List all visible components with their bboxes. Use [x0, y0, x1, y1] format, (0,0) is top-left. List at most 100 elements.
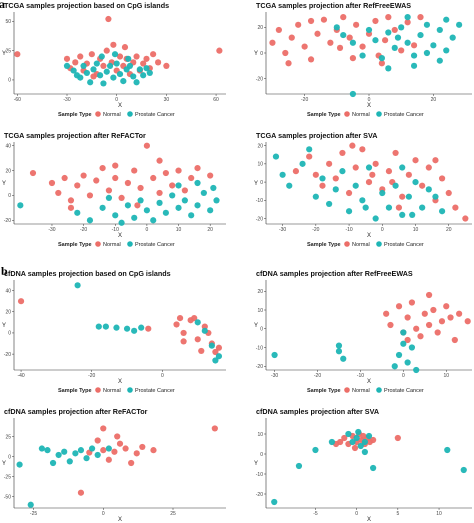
- x-axis-label: X: [118, 103, 122, 109]
- data-point: [97, 72, 104, 79]
- data-point: [340, 14, 347, 21]
- data-point: [359, 52, 366, 59]
- data-point: [275, 26, 282, 34]
- data-point: [464, 318, 471, 325]
- legend-label: Normal: [352, 112, 370, 118]
- data-point: [332, 175, 339, 182]
- data-point: [436, 26, 443, 34]
- data-point: [372, 215, 379, 222]
- data-point: [392, 182, 399, 189]
- data-point: [385, 65, 392, 72]
- x-tick-label: 0: [355, 511, 358, 517]
- y-tick-label: 25: [5, 434, 11, 440]
- data-point: [106, 62, 114, 69]
- data-point: [372, 17, 379, 25]
- data-point: [379, 189, 386, 197]
- y-tick-label: 20: [257, 143, 263, 149]
- data-point: [86, 217, 94, 224]
- data-point: [126, 62, 134, 69]
- data-point: [99, 164, 106, 172]
- data-point: [67, 197, 75, 204]
- data-point: [146, 69, 153, 77]
- x-axis-label: X: [118, 233, 122, 239]
- data-point: [212, 348, 219, 356]
- data-point: [419, 182, 426, 189]
- legend-marker: [95, 241, 101, 247]
- x-tick-label: 0: [146, 227, 149, 233]
- data-point: [140, 60, 147, 67]
- y-tick-label: 40: [5, 288, 11, 294]
- data-point: [430, 42, 437, 49]
- legend-marker: [344, 241, 350, 247]
- data-point: [399, 211, 406, 218]
- data-point: [181, 197, 188, 204]
- y-tick-label: -50: [4, 495, 11, 501]
- data-point: [425, 164, 432, 171]
- data-point: [307, 56, 315, 63]
- data-point: [452, 204, 459, 211]
- data-point: [345, 208, 353, 215]
- data-point: [175, 182, 182, 189]
- data-point: [77, 447, 85, 454]
- data-point: [335, 348, 343, 355]
- data-point: [301, 43, 308, 50]
- panel-title: cfDNA samples projection after RefFreeEW…: [256, 269, 413, 278]
- data-point: [443, 303, 450, 310]
- data-point: [123, 325, 131, 332]
- data-point: [346, 34, 353, 41]
- data-point: [288, 34, 295, 41]
- data-point: [413, 325, 420, 332]
- data-point: [143, 55, 150, 62]
- section-label-b: b: [1, 264, 8, 278]
- data-point: [417, 14, 424, 21]
- y-tick-label: 10: [257, 308, 263, 314]
- data-point: [120, 78, 127, 85]
- data-point: [417, 31, 424, 39]
- data-point: [355, 428, 362, 436]
- data-point: [370, 464, 377, 472]
- data-point: [285, 60, 292, 67]
- scatter-panel-4: TCGA samples projection after SVA -30 -20 -…: [254, 131, 472, 248]
- data-point: [349, 55, 357, 62]
- data-point: [425, 291, 433, 299]
- data-point: [80, 172, 87, 179]
- data-point: [124, 202, 132, 209]
- legend-marker: [376, 241, 382, 247]
- scatter-panel-5: cfDNA samples projection based on CpG is…: [2, 269, 226, 394]
- x-tick-label: -30: [279, 227, 286, 233]
- y-axis-label: Y: [254, 323, 258, 329]
- data-point: [55, 189, 62, 197]
- data-point: [295, 462, 303, 470]
- data-point: [399, 193, 406, 200]
- data-point: [432, 193, 439, 200]
- data-point: [341, 434, 348, 442]
- data-point: [105, 445, 112, 452]
- data-point: [451, 336, 458, 344]
- data-point: [443, 16, 450, 23]
- data-point: [449, 34, 456, 41]
- data-point: [90, 73, 97, 80]
- legend-title: Sample Type: [307, 388, 341, 394]
- x-tick-label: -30: [63, 97, 70, 103]
- y-tick-label: 0: [260, 452, 263, 458]
- section-label-a: a: [0, 0, 5, 11]
- data-point: [180, 338, 187, 345]
- x-tick-label: -10: [112, 227, 119, 233]
- y-tick-label: -20: [256, 492, 263, 498]
- data-point: [359, 197, 366, 204]
- x-tick-label: -5: [313, 511, 318, 517]
- data-point: [272, 153, 280, 160]
- data-point: [307, 17, 315, 25]
- data-point: [90, 66, 97, 73]
- data-point: [66, 458, 73, 465]
- data-point: [122, 445, 129, 452]
- data-point: [188, 212, 195, 219]
- x-tick-label: -30: [271, 373, 278, 379]
- y-tick-label: 0: [8, 193, 11, 199]
- y-axis-label: Y: [254, 51, 258, 57]
- data-point: [111, 51, 119, 58]
- data-point: [312, 171, 319, 178]
- data-point: [271, 498, 278, 506]
- data-point: [434, 329, 441, 336]
- y-tick-label: 20: [257, 25, 263, 31]
